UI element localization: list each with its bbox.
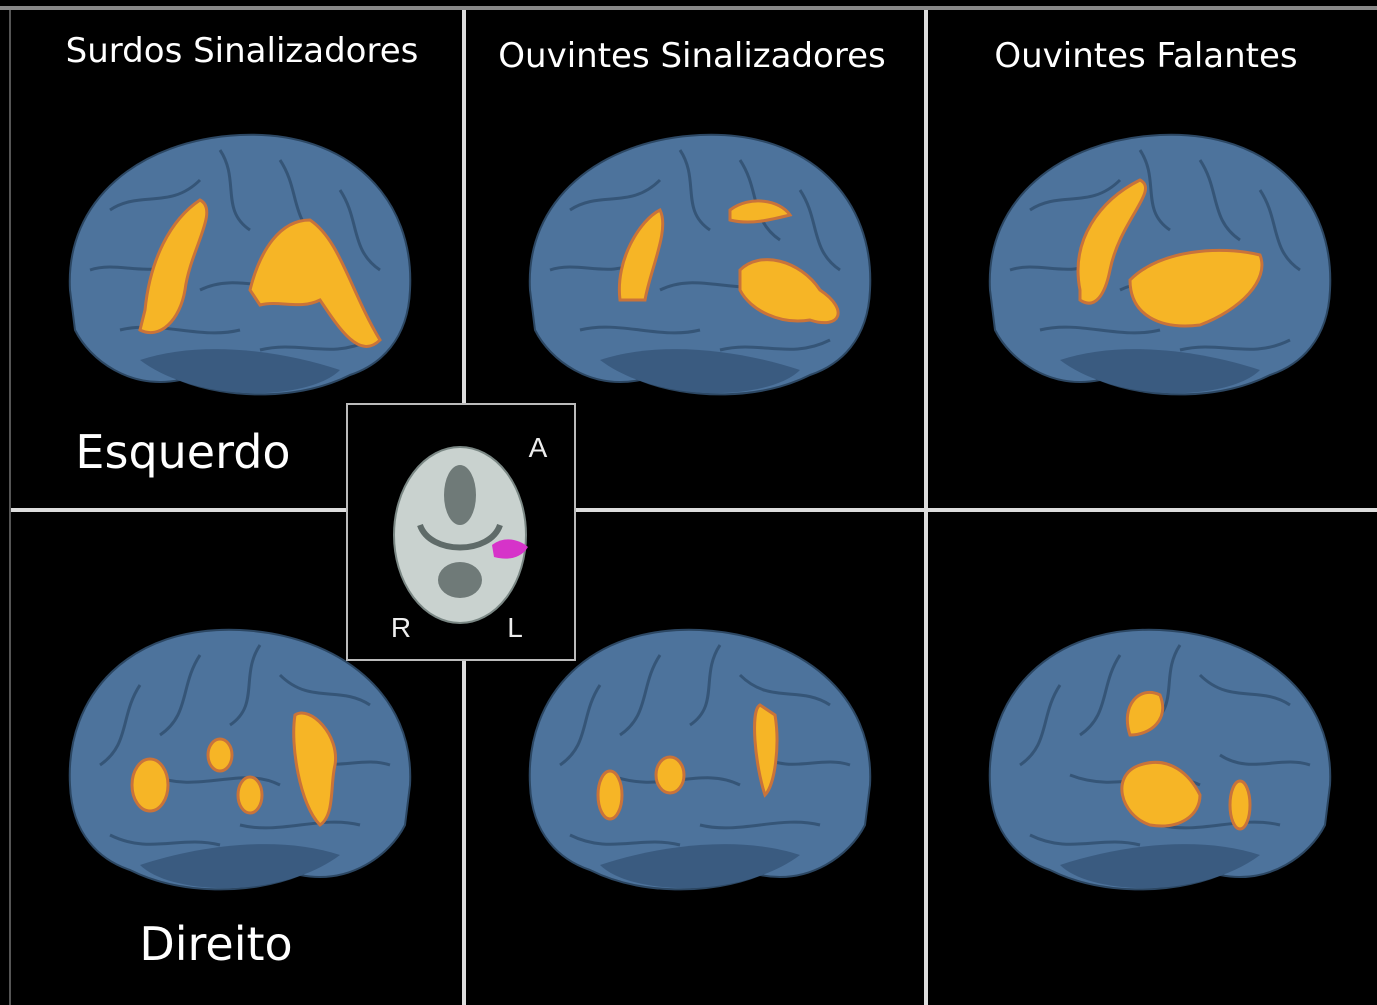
row-label: Esquerdo	[75, 425, 290, 479]
figure: A R L Surdos Sinalizadores Ouvintes Sina…	[0, 0, 1377, 1005]
inset-label: L	[507, 612, 523, 643]
axial-slice	[394, 447, 528, 623]
column-title: Surdos Sinalizadores	[66, 31, 419, 71]
inset-label: R	[391, 612, 411, 643]
inset-label: A	[529, 432, 548, 463]
row-label: Direito	[139, 917, 292, 971]
column-title: Ouvintes Sinalizadores	[498, 36, 885, 76]
column-title: Ouvintes Falantes	[994, 36, 1297, 76]
